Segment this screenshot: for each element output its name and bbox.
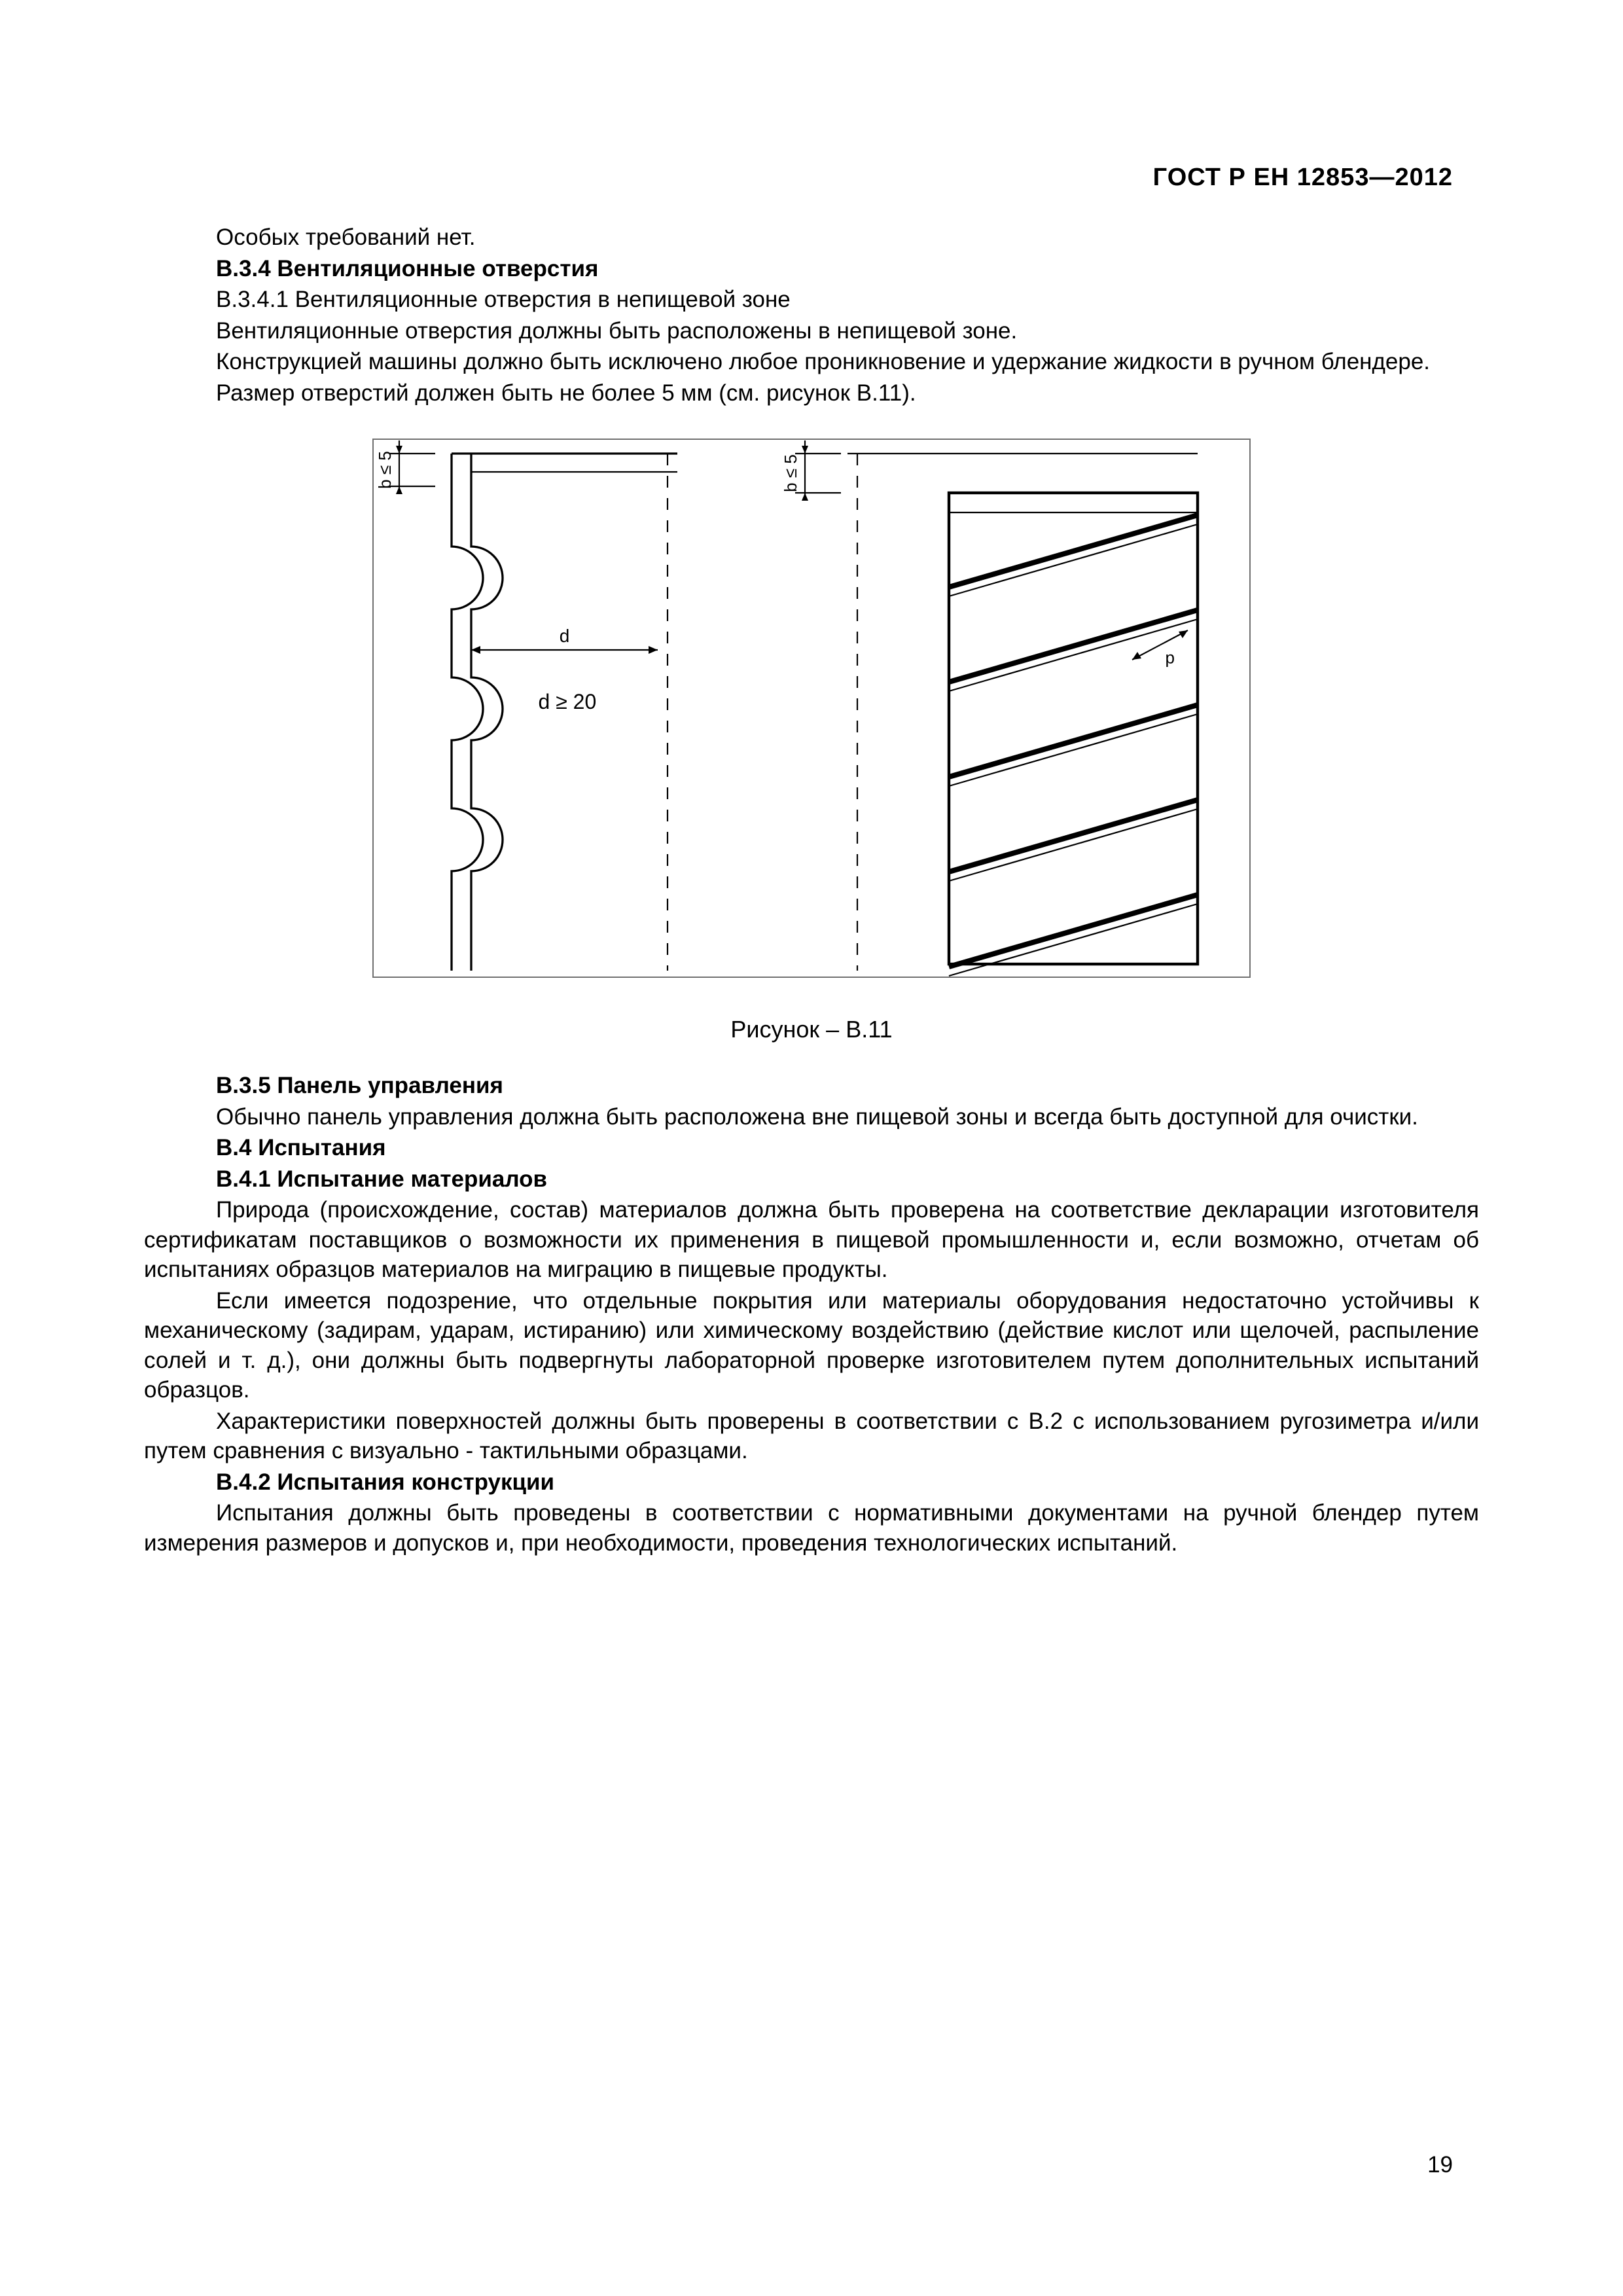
figure-caption: Рисунок – В.11 [144, 1014, 1479, 1045]
svg-text:b ≤ 5: b ≤ 5 [375, 451, 395, 489]
svg-text:p: p [1166, 648, 1175, 668]
para-b341: В.3.4.1 Вентиляционные отверстия в непищ… [144, 285, 1479, 315]
heading-b4: В.4 Испытания [144, 1133, 1479, 1163]
para-control-panel: Обычно панель управления должна быть рас… [144, 1102, 1479, 1132]
para-construction-tests: Испытания должны быть проведены в соотве… [144, 1498, 1479, 1558]
page-number: 19 [1427, 2152, 1453, 2178]
figure-b11: b ≤ 5 d d ≥ 20 b ≤ 5 p [144, 427, 1479, 998]
para-vent-location: Вентиляционные отверстия должны быть рас… [144, 316, 1479, 346]
heading-b34: В.3.4 Вентиляционные отверстия [144, 254, 1479, 284]
svg-text:b ≤ 5: b ≤ 5 [781, 454, 800, 492]
heading-b42: В.4.2 Испытания конструкции [144, 1467, 1479, 1498]
document-standard-id: ГОСТ Р ЕН 12853—2012 [1153, 164, 1453, 192]
heading-b35: В.3.5 Панель управления [144, 1071, 1479, 1101]
para-no-requirements: Особых требований нет. [144, 223, 1479, 253]
para-surface-check: Характеристики поверхностей должны быть … [144, 1407, 1479, 1466]
svg-text:d ≥ 20: d ≥ 20 [539, 690, 597, 713]
heading-b41: В.4.1 Испытание материалов [144, 1164, 1479, 1194]
svg-text:d: d [560, 626, 570, 646]
page-body: Особых требований нет. В.3.4 Вентиляцион… [144, 223, 1479, 1558]
para-vent-size: Размер отверстий должен быть не более 5 … [144, 378, 1479, 408]
para-materials-origin: Природа (происхождение, состав) материал… [144, 1195, 1479, 1285]
para-materials-suspect: Если имеется подозрение, что отдельные п… [144, 1286, 1479, 1405]
page: ГОСТ Р ЕН 12853—2012 Особых требований н… [0, 0, 1623, 2296]
para-vent-design: Конструкцией машины должно быть исключен… [144, 347, 1479, 377]
